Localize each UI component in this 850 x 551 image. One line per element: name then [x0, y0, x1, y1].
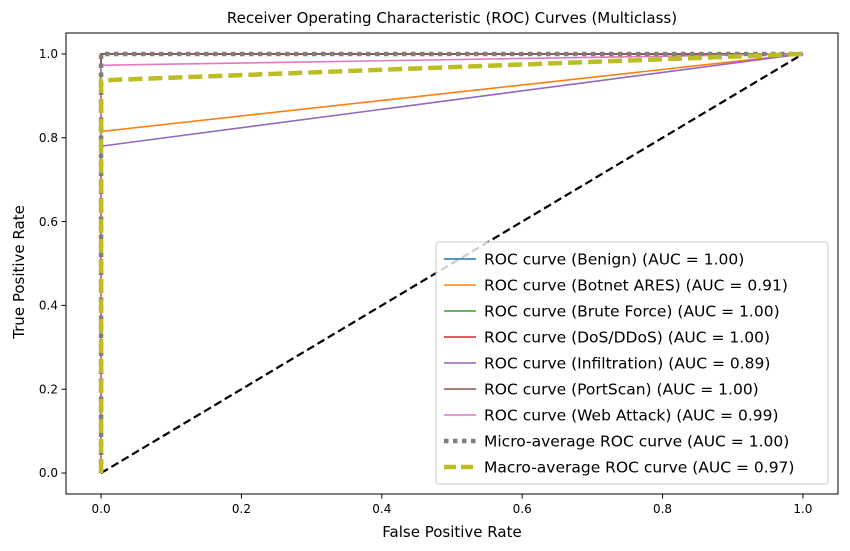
legend-label-2: ROC curve (Brute Force) (AUC = 1.00) — [484, 303, 780, 321]
plot-area: 0.0 0.2 0.4 0.6 0.8 1.0 0.0 0.2 0.4 0.6 0.8 1.0 — [39, 32, 839, 516]
x-tick-label: 0.6 — [513, 502, 532, 516]
legend-label-4: ROC curve (Infiltration) (AUC = 0.89) — [484, 355, 770, 373]
y-tick-label: 0.0 — [39, 466, 58, 480]
legend-label-1: ROC curve (Botnet ARES) (AUC = 0.91) — [484, 277, 788, 295]
legend-label-8: Macro-average ROC curve (AUC = 0.97) — [484, 459, 794, 477]
legend: ROC curve (Benign) (AUC = 1.00) ROC curve… — [435, 241, 829, 485]
x-tick-label: 0.8 — [653, 502, 672, 516]
legend-label-0: ROC curve (Benign) (AUC = 1.00) — [484, 251, 744, 269]
y-tick-label: 0.6 — [39, 215, 58, 229]
legend-label-6: ROC curve (Web Attack) (AUC = 0.99) — [484, 407, 779, 425]
series-line-8 — [98, 51, 803, 474]
axes-frame — [65, 32, 839, 495]
legend-box — [435, 241, 829, 485]
x-tick-label: 0.0 — [92, 502, 111, 516]
y-axis-label: True Positive Rate — [10, 205, 28, 340]
y-tick-label: 1.0 — [39, 47, 58, 61]
chart-title: Receiver Operating Characteristic (ROC) … — [227, 9, 677, 27]
y-tick-label: 0.4 — [39, 299, 58, 313]
x-tick-label: 1.0 — [793, 502, 812, 516]
y-tick-label: 0.8 — [39, 131, 58, 145]
legend-label-5: ROC curve (PortScan) (AUC = 1.00) — [484, 381, 759, 399]
x-tick-label: 0.2 — [232, 502, 251, 516]
x-tick-label: 0.4 — [372, 502, 391, 516]
x-axis-label: False Positive Rate — [382, 523, 521, 541]
legend-label-3: ROC curve (DoS/DDoS) (AUC = 1.00) — [484, 329, 770, 347]
y-tick-label: 0.2 — [39, 382, 58, 396]
series-group — [98, 51, 804, 474]
legend-label-7: Micro-average ROC curve (AUC = 1.00) — [484, 433, 789, 451]
